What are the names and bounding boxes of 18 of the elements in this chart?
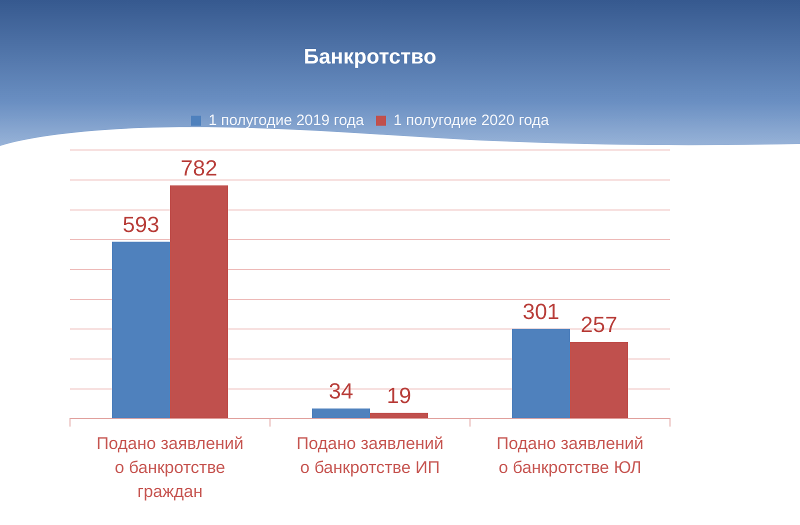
bar [512,328,570,418]
data-label: 34 [328,378,354,404]
bar [170,185,228,418]
bar [112,242,170,418]
bar [570,342,628,418]
legend-label: 1 полугодие 2020 года [394,112,550,129]
chart-title: Банкротство [304,45,436,68]
legend-label: 1 полугодие 2019 года [208,112,365,129]
bar [370,412,428,418]
data-label: 782 [180,155,218,180]
x-tick-label: Подано заявлений о банкротстве граждан [96,434,244,501]
data-label: 19 [386,382,412,408]
bar [312,408,370,418]
x-tick-label: Подано заявлений о банкротстве ИП [296,434,444,477]
data-label: 301 [522,298,560,324]
data-label: 257 [580,312,618,337]
x-tick-label: Подано заявлений о банкротстве ЮЛ [496,434,644,477]
data-label: 593 [122,212,160,237]
